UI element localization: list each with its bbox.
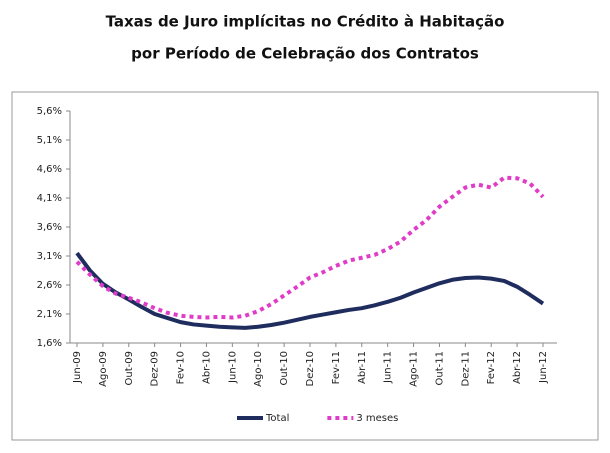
x-tick-label: Jun-09 xyxy=(72,351,83,384)
x-tick-label: Dez-09 xyxy=(150,351,161,386)
x-tick-label: Ago-11 xyxy=(409,351,420,387)
x-tick-label: Ago-10 xyxy=(253,351,264,387)
y-tick-label: 2,6% xyxy=(37,280,62,291)
x-tick-label: Jun-11 xyxy=(383,351,394,384)
x-tick-label: Jun-10 xyxy=(227,351,238,384)
chart-title: Taxas de Juro implícitas no Crédito à Ha… xyxy=(106,13,505,31)
data-line xyxy=(75,251,545,330)
y-tick-label: 4,6% xyxy=(37,164,62,175)
x-tick-label: Abr-12 xyxy=(512,351,523,384)
x-tick-label: Out-10 xyxy=(279,351,290,385)
x-tick-label: Jun-12 xyxy=(538,351,549,384)
y-tick-label: 3,1% xyxy=(37,251,62,262)
y-tick-label: 5,6% xyxy=(37,106,62,117)
x-tick-label: Abr-11 xyxy=(357,351,368,384)
y-tick-label: 4,1% xyxy=(37,193,62,204)
x-tick-label: Abr-10 xyxy=(201,351,212,384)
x-tick-label: Fev-12 xyxy=(486,351,497,384)
y-tick-label: 1,6% xyxy=(37,338,62,349)
data-line xyxy=(75,175,545,320)
legend-label: Total xyxy=(265,413,289,424)
chart-frame xyxy=(11,91,599,441)
y-tick-label: 3,6% xyxy=(37,222,62,233)
legend-label: 3 meses xyxy=(356,413,398,424)
y-tick-label: 5,1% xyxy=(37,135,62,146)
x-tick-label: Fev-10 xyxy=(176,351,187,384)
x-tick-label: Out-11 xyxy=(434,351,445,385)
x-tick-label: Dez-11 xyxy=(460,351,471,386)
y-tick-label: 2,1% xyxy=(37,309,62,320)
x-tick-label: Ago-09 xyxy=(98,351,109,387)
x-tick-label: Dez-10 xyxy=(305,351,316,386)
chart-title: por Período de Celebração dos Contratos xyxy=(131,45,479,63)
x-tick-label: Fev-11 xyxy=(331,351,342,384)
x-tick-label: Out-09 xyxy=(124,351,135,385)
